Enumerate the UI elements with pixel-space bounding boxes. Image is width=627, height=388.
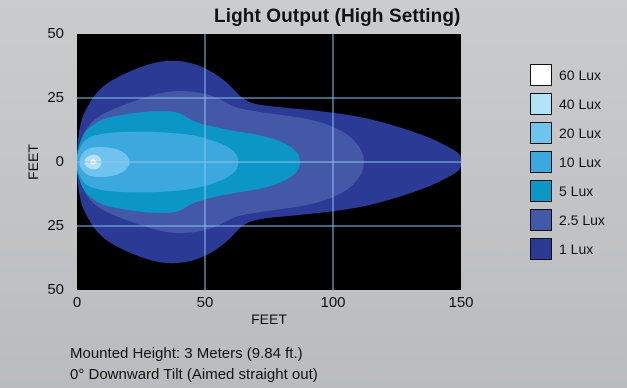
legend-item: 2.5 Lux xyxy=(530,205,605,234)
legend-item: 40 Lux xyxy=(530,89,605,118)
tick-labels: 0 50 100 150 50 25 0 25 50 xyxy=(47,25,473,311)
beam-plot: 0 50 100 150 50 25 0 25 50 FEET FEET xyxy=(25,25,474,327)
y-tick-label: 50 xyxy=(47,25,64,42)
legend-item: 10 Lux xyxy=(530,147,605,176)
y-tick-label: 0 xyxy=(56,153,64,170)
legend-item: 5 Lux xyxy=(530,176,605,205)
legend-swatch xyxy=(530,237,552,260)
x-tick-label: 100 xyxy=(320,294,345,311)
x-tick-label: 0 xyxy=(73,294,81,311)
grid-lines xyxy=(77,34,461,290)
legend-item: 1 Lux xyxy=(530,234,605,263)
legend-label: 10 Lux xyxy=(559,153,602,170)
y-tick-label: 25 xyxy=(47,89,64,106)
y-tick-label: 25 xyxy=(47,217,64,234)
legend-item: 60 Lux xyxy=(530,60,605,89)
legend-label: 60 Lux xyxy=(559,66,602,83)
chart-title: Light Output (High Setting) xyxy=(214,6,461,27)
legend-swatch xyxy=(530,208,552,231)
tilt-note: 0° Downward Tilt (Aimed straight out) xyxy=(70,366,318,383)
legend-label: 1 Lux xyxy=(559,240,594,257)
legend-label: 2.5 Lux xyxy=(559,211,605,228)
x-axis-label: FEET xyxy=(251,311,287,327)
mounted-height-note: Mounted Height: 3 Meters (9.84 ft.) xyxy=(70,345,303,362)
legend-swatch xyxy=(530,179,552,202)
legend-swatch xyxy=(530,121,552,144)
legend-item: 20 Lux xyxy=(530,118,605,147)
legend-swatch xyxy=(530,63,552,86)
y-tick-label: 50 xyxy=(47,281,64,298)
y-axis-label: FEET xyxy=(25,144,41,180)
legend-swatch xyxy=(530,150,552,173)
legend-label: 20 Lux xyxy=(559,124,602,141)
x-tick-label: 50 xyxy=(197,294,214,311)
legend: 60 Lux 40 Lux 20 Lux 10 Lux 5 Lux 2.5 Lux 1 Lu… xyxy=(530,60,605,263)
legend-label: 40 Lux xyxy=(559,95,602,112)
legend-swatch xyxy=(530,92,552,115)
legend-label: 5 Lux xyxy=(559,182,594,199)
x-tick-label: 150 xyxy=(448,294,473,311)
